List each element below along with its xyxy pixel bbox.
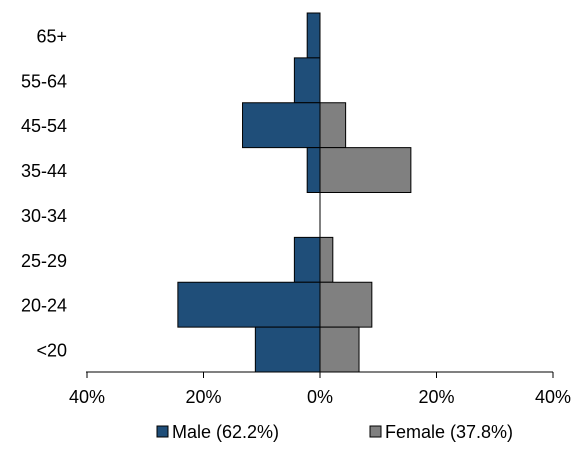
x-tick-label-2: 0% [307,387,333,407]
male-bar-3 [306,147,321,193]
legend: Male (62.2%) Female (37.8%) [156,422,513,442]
female-bar-6 [319,281,373,328]
male-bar-2 [242,102,321,149]
category-labels: 65+ 55-64 45-54 35-44 30-34 25-29 20-24 <20 [21,26,67,360]
x-tick-label-3: 20% [418,387,454,407]
category-label-4: 30-34 [21,206,67,226]
female-bar-2 [319,102,347,149]
female-legend-label: Female (37.8%) [385,422,513,442]
female-bar-7 [319,326,360,373]
category-label-5: 25-29 [21,251,67,271]
x-tick-label-1: 20% [185,387,221,407]
category-label-1: 55-64 [21,71,67,91]
x-tick-label-4: 40% [535,387,571,407]
male-bar-1 [293,57,321,104]
x-axis: 40% 20% 0% 20% 40% [69,371,571,407]
male-bar-0 [306,12,321,59]
female-bar-5 [319,236,334,283]
category-label-3: 35-44 [21,161,67,181]
bars-layer [177,12,412,373]
category-label-2: 45-54 [21,116,67,136]
male-bar-7 [254,326,321,373]
male-bar-5 [293,236,321,283]
category-label-0: 65+ [36,26,67,46]
female-legend-swatch [369,425,382,438]
category-label-6: 20-24 [21,296,67,316]
category-label-7: <20 [36,341,67,361]
male-bar-6 [177,281,321,328]
male-legend-label: Male (62.2%) [172,422,279,442]
male-legend-swatch [156,425,169,438]
x-tick-label-0: 40% [69,387,105,407]
female-bar-3 [319,147,412,193]
